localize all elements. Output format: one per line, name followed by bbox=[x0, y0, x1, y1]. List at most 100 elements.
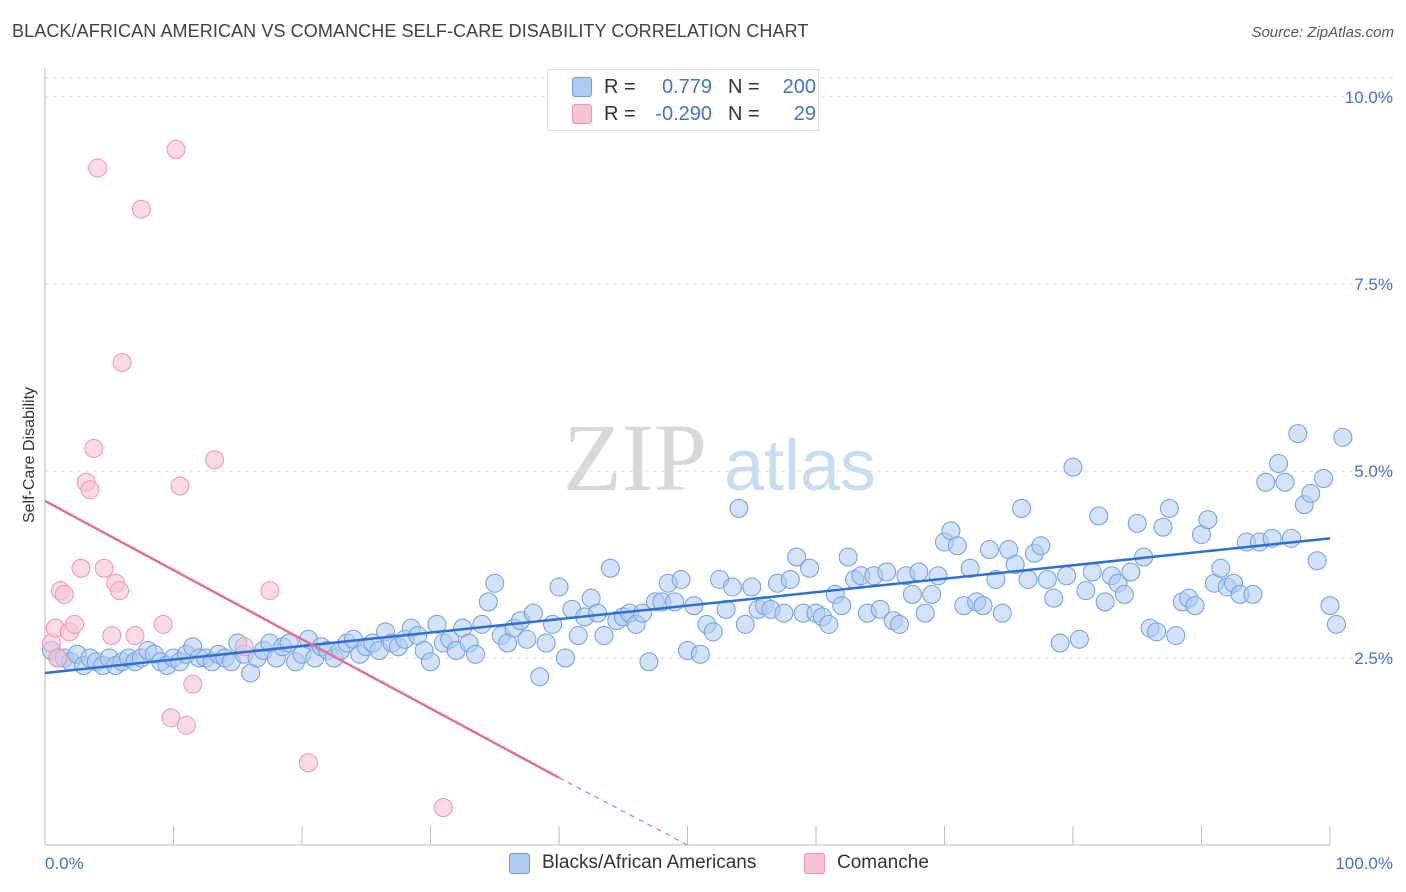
data-point-blacks bbox=[1147, 622, 1167, 642]
data-point-blacks bbox=[742, 577, 762, 597]
trend-line-comanche bbox=[44, 499, 560, 779]
data-point-blacks bbox=[1288, 424, 1308, 444]
n-value: 29 bbox=[793, 102, 816, 125]
data-point-blacks bbox=[915, 603, 935, 623]
legend-item-comanche[interactable]: Comanche bbox=[804, 852, 929, 874]
y-tick-label: 7.5% bbox=[1354, 275, 1393, 294]
correlation-legend: R = 0.779 N = 200 R = -0.290 N = 29 bbox=[547, 69, 819, 131]
data-point-blacks bbox=[787, 547, 807, 567]
x-tick-label: 100.0% bbox=[1335, 854, 1393, 873]
legend-item-blacks[interactable]: Blacks/African Americans bbox=[509, 852, 756, 874]
data-point-blacks bbox=[780, 569, 800, 589]
data-point-blacks bbox=[1031, 536, 1051, 556]
data-point-blacks bbox=[838, 547, 858, 567]
trend-line-blacks bbox=[44, 537, 1331, 675]
data-point-comanche bbox=[260, 581, 280, 601]
data-point-blacks bbox=[427, 614, 447, 634]
n-label: N = bbox=[728, 75, 760, 98]
data-point-blacks bbox=[819, 614, 839, 634]
data-point-blacks bbox=[992, 603, 1012, 623]
data-point-blacks bbox=[890, 614, 910, 634]
data-point-blacks bbox=[703, 622, 723, 642]
x-tick-label: 0.0% bbox=[45, 854, 84, 873]
data-point-blacks bbox=[1127, 513, 1147, 533]
data-point-comanche bbox=[54, 584, 74, 604]
n-value: 200 bbox=[782, 75, 816, 98]
data-point-comanche bbox=[183, 674, 203, 694]
data-point-comanche bbox=[112, 353, 132, 373]
data-point-blacks bbox=[1114, 584, 1134, 604]
watermark: ZIP atlas bbox=[563, 404, 876, 511]
data-point-blacks bbox=[1243, 584, 1263, 604]
data-point-blacks bbox=[870, 599, 890, 619]
legend-swatch-comanche bbox=[804, 852, 825, 874]
data-point-blacks bbox=[729, 498, 749, 518]
data-point-blacks bbox=[1069, 629, 1089, 649]
data-point-comanche bbox=[166, 139, 186, 159]
data-point-blacks bbox=[928, 566, 948, 586]
data-point-blacks bbox=[735, 614, 755, 634]
data-point-blacks bbox=[979, 540, 999, 560]
data-point-blacks bbox=[800, 558, 820, 578]
x-tick-labels: 0.0% 100.0% bbox=[45, 854, 1393, 873]
data-point-blacks bbox=[1018, 569, 1038, 589]
data-point-blacks bbox=[1211, 558, 1231, 578]
data-point-blacks bbox=[1185, 596, 1205, 616]
chart-title: BLACK/AFRICAN AMERICAN VS COMANCHE SELF-… bbox=[12, 21, 809, 41]
data-point-blacks bbox=[1198, 510, 1218, 530]
y-axis-title: Self-Care Disability bbox=[21, 387, 38, 523]
data-point-blacks bbox=[1326, 614, 1346, 634]
data-point-blacks bbox=[722, 577, 742, 597]
data-point-blacks bbox=[555, 648, 575, 668]
data-point-blacks bbox=[774, 603, 794, 623]
legend-row-blacks: R = 0.779 N = 200 bbox=[572, 75, 816, 99]
series-comanche-points bbox=[41, 139, 453, 818]
data-point-blacks bbox=[690, 644, 710, 664]
data-point-comanche bbox=[71, 558, 91, 578]
data-point-blacks bbox=[973, 596, 993, 616]
data-point-blacks bbox=[1082, 562, 1102, 582]
data-point-blacks bbox=[1063, 457, 1083, 477]
data-point-blacks bbox=[421, 652, 440, 672]
r-label: R = bbox=[604, 75, 636, 98]
data-point-blacks bbox=[1076, 581, 1096, 601]
legend-label-comanche: Comanche bbox=[837, 852, 929, 873]
data-point-blacks bbox=[671, 569, 691, 589]
data-point-blacks bbox=[1037, 569, 1057, 589]
data-point-comanche bbox=[65, 614, 85, 634]
data-point-comanche bbox=[48, 648, 68, 668]
r-value: 0.779 bbox=[661, 75, 712, 98]
source-label: Source: ZipAtlas.com bbox=[1251, 24, 1394, 41]
data-point-blacks bbox=[1333, 427, 1353, 447]
data-point-comanche bbox=[205, 450, 225, 470]
r-label: R = bbox=[604, 102, 636, 125]
data-point-comanche bbox=[94, 558, 114, 578]
data-point-blacks bbox=[530, 667, 550, 687]
trend-line-comanche-extension bbox=[558, 777, 688, 846]
data-point-comanche bbox=[102, 626, 122, 646]
data-point-blacks bbox=[1159, 498, 1179, 518]
data-point-blacks bbox=[472, 614, 492, 634]
data-point-blacks bbox=[1301, 483, 1321, 503]
data-point-comanche bbox=[153, 614, 173, 634]
data-point-comanche bbox=[110, 581, 130, 601]
data-point-blacks bbox=[1281, 528, 1301, 548]
data-point-blacks bbox=[947, 536, 967, 556]
r-value: -0.290 bbox=[655, 102, 712, 125]
data-point-blacks bbox=[600, 558, 620, 578]
data-point-blacks bbox=[1307, 551, 1327, 571]
data-point-comanche bbox=[176, 715, 196, 735]
data-point-blacks bbox=[549, 577, 569, 597]
series-legend: Blacks/African Americans Comanche bbox=[0, 852, 1406, 878]
data-point-blacks bbox=[922, 584, 942, 604]
data-point-blacks bbox=[465, 644, 485, 664]
y-tick-label: 10.0% bbox=[1345, 88, 1393, 107]
data-point-comanche bbox=[170, 476, 190, 496]
data-point-blacks bbox=[1044, 588, 1064, 608]
data-point-comanche bbox=[84, 439, 104, 459]
data-point-comanche bbox=[125, 626, 145, 646]
data-point-blacks bbox=[909, 562, 929, 582]
legend-row-comanche: R = -0.290 N = 29 bbox=[572, 102, 816, 126]
data-point-blacks bbox=[902, 584, 922, 604]
